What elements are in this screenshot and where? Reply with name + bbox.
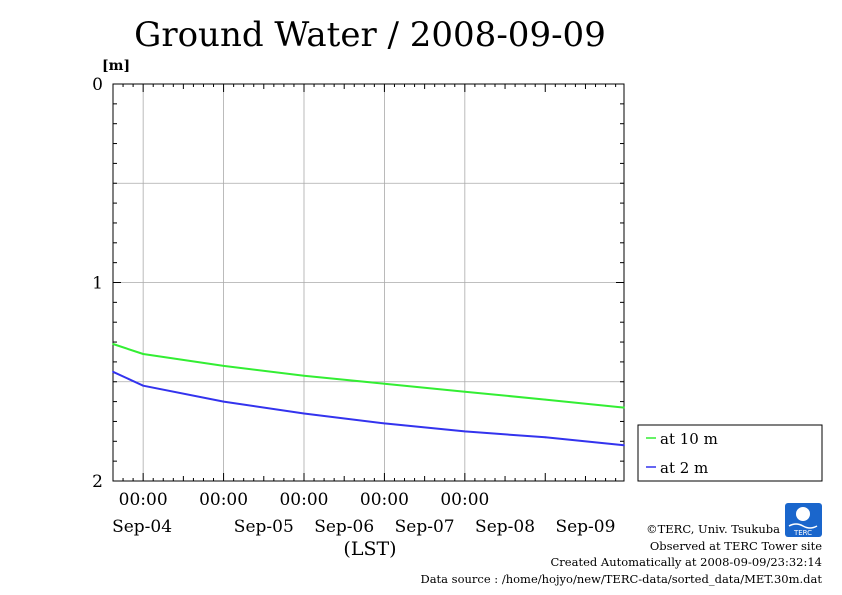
y-tick-label: 1 <box>92 274 103 294</box>
series-line-10m <box>112 343 625 409</box>
logo-wave-icon <box>788 523 818 529</box>
x-tick-time-label: 00:00 <box>360 490 409 510</box>
x-tick-date-label: Sep-08 <box>475 517 535 537</box>
x-tick-time-label: 00:00 <box>199 490 248 510</box>
data-point <box>383 382 386 385</box>
data-point <box>222 400 225 403</box>
y-tick-label: 2 <box>92 472 103 492</box>
x-tick-date-label: Sep-06 <box>314 517 374 537</box>
series-line-2m <box>112 370 625 447</box>
x-tick-date-label: Sep-09 <box>555 517 615 537</box>
x-tick-date-label: Sep-05 <box>234 517 294 537</box>
y-axis-ticks: 0 1 2 <box>92 75 624 492</box>
data-point <box>623 406 625 409</box>
data-point <box>112 370 114 373</box>
credit-copyright: ©TERC, Univ. Tsukuba <box>646 522 780 536</box>
logo-text: TERC <box>793 529 812 537</box>
data-point <box>112 343 114 345</box>
data-point <box>463 430 466 433</box>
legend-box <box>637 424 823 482</box>
legend-label-10m: at 10 m <box>660 430 718 448</box>
legend: at 10 m at 2 m <box>637 424 823 482</box>
x-tick-time-label: 00:00 <box>119 490 168 510</box>
data-point <box>142 384 145 387</box>
x-tick-date-label: Sep-04 <box>112 517 172 537</box>
logo-drop-icon <box>796 507 810 521</box>
data-point <box>222 364 225 367</box>
credit-created: Created Automatically at 2008-09-09/23:3… <box>551 555 823 569</box>
x-axis-ticks: 00:00 00:00 00:00 00:00 00:00 Sep-04 Sep-05 Sep… <box>112 84 617 537</box>
data-point <box>303 412 305 415</box>
x-tick-date-label: Sep-07 <box>395 517 455 537</box>
y-tick-label: 0 <box>92 75 103 95</box>
data-point <box>623 444 625 447</box>
series-lines <box>112 343 625 447</box>
credit-source: Data source : /home/hojyo/new/TERC-data/… <box>420 572 822 586</box>
x-axis-label: (LST) <box>343 538 396 560</box>
data-point <box>383 422 386 425</box>
data-point <box>544 436 547 439</box>
data-point <box>463 390 466 393</box>
legend-label-2m: at 2 m <box>660 459 708 477</box>
data-point <box>544 398 547 401</box>
terc-logo: TERC <box>785 503 822 537</box>
credit-observed: Observed at TERC Tower site <box>650 539 822 553</box>
data-point <box>142 353 145 355</box>
chart-title: Ground Water / 2008-09-09 <box>134 15 606 55</box>
grid-lines <box>113 84 624 481</box>
data-point <box>303 374 305 377</box>
x-tick-time-label: 00:00 <box>440 490 489 510</box>
y-axis-unit: [m] <box>102 58 130 74</box>
x-tick-time-label: 00:00 <box>279 490 328 510</box>
